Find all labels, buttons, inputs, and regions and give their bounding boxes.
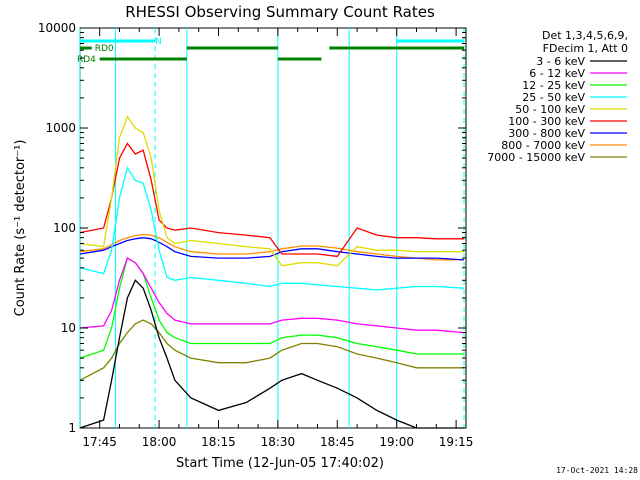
legend-label: 800 - 7000 keV — [501, 139, 585, 152]
legend-label: 25 - 50 keV — [522, 91, 585, 104]
legend-label: 300 - 800 keV — [508, 127, 585, 140]
series-line-2 — [79, 257, 465, 334]
series-line-1 — [79, 279, 464, 429]
series-line-9 — [79, 319, 464, 381]
x-tick-label: 19:15 — [439, 435, 474, 449]
series-group — [79, 115, 465, 429]
series-line-8 — [79, 233, 464, 261]
legend-label: 12 - 25 keV — [522, 79, 585, 92]
x-tick-label: 18:15 — [201, 435, 236, 449]
series-line-4 — [79, 166, 465, 291]
y-tick-label: 10 — [61, 321, 76, 335]
legend: Det 1,3,4,5,6,9, FDecim 1, Att 0 3 - 6 k… — [487, 29, 628, 164]
y-tick-label: 1000 — [45, 121, 76, 135]
legend-label: 50 - 100 keV — [515, 103, 585, 116]
legend-label: 3 - 6 keV — [536, 55, 585, 68]
series-line-6 — [79, 142, 464, 258]
y-axis: 1 10 100 1000 10000 — [38, 21, 466, 435]
vertical-markers — [79, 28, 465, 428]
series-line-5 — [79, 115, 464, 267]
legend-label: 6 - 12 keV — [529, 67, 585, 80]
x-tick-label: 18:45 — [320, 435, 355, 449]
series-line-7 — [79, 237, 465, 261]
plot-frame — [79, 27, 467, 429]
legend-header-line-2: FDecim 1, Att 0 — [543, 42, 628, 55]
x-tick-label: 18:30 — [261, 435, 296, 449]
legend-header-line-1: Det 1,3,4,5,6,9, — [542, 29, 628, 42]
x-tick-label: 18:00 — [142, 435, 177, 449]
x-axis: 17:45 18:00 18:15 18:30 18:45 19:00 19:15 — [82, 28, 473, 449]
legend-label: 7000 - 15000 keV — [487, 151, 585, 164]
state-bar-label: RD0 — [95, 44, 114, 54]
x-axis-label: Start Time (12-Jun-05 17:40:02) — [176, 456, 384, 471]
timestamp: 17-Oct-2021 14:28 — [556, 466, 638, 475]
x-tick-label: 17:45 — [82, 435, 117, 449]
state-bar-label: N — [155, 37, 162, 47]
series-line-3 — [79, 257, 464, 359]
y-tick-label: 10000 — [38, 21, 76, 35]
chart-title: RHESSI Observing Summary Count Rates — [125, 3, 435, 21]
y-axis-label: Count Rate (s⁻¹ detector⁻¹) — [13, 140, 28, 317]
x-tick-label: 19:00 — [379, 435, 414, 449]
y-tick-label: 1 — [68, 421, 76, 435]
legend-label: 100 - 300 keV — [508, 115, 585, 128]
state-bar-label: RD4 — [77, 55, 96, 65]
y-tick-label: 100 — [53, 221, 76, 235]
plot-area — [79, 27, 467, 429]
